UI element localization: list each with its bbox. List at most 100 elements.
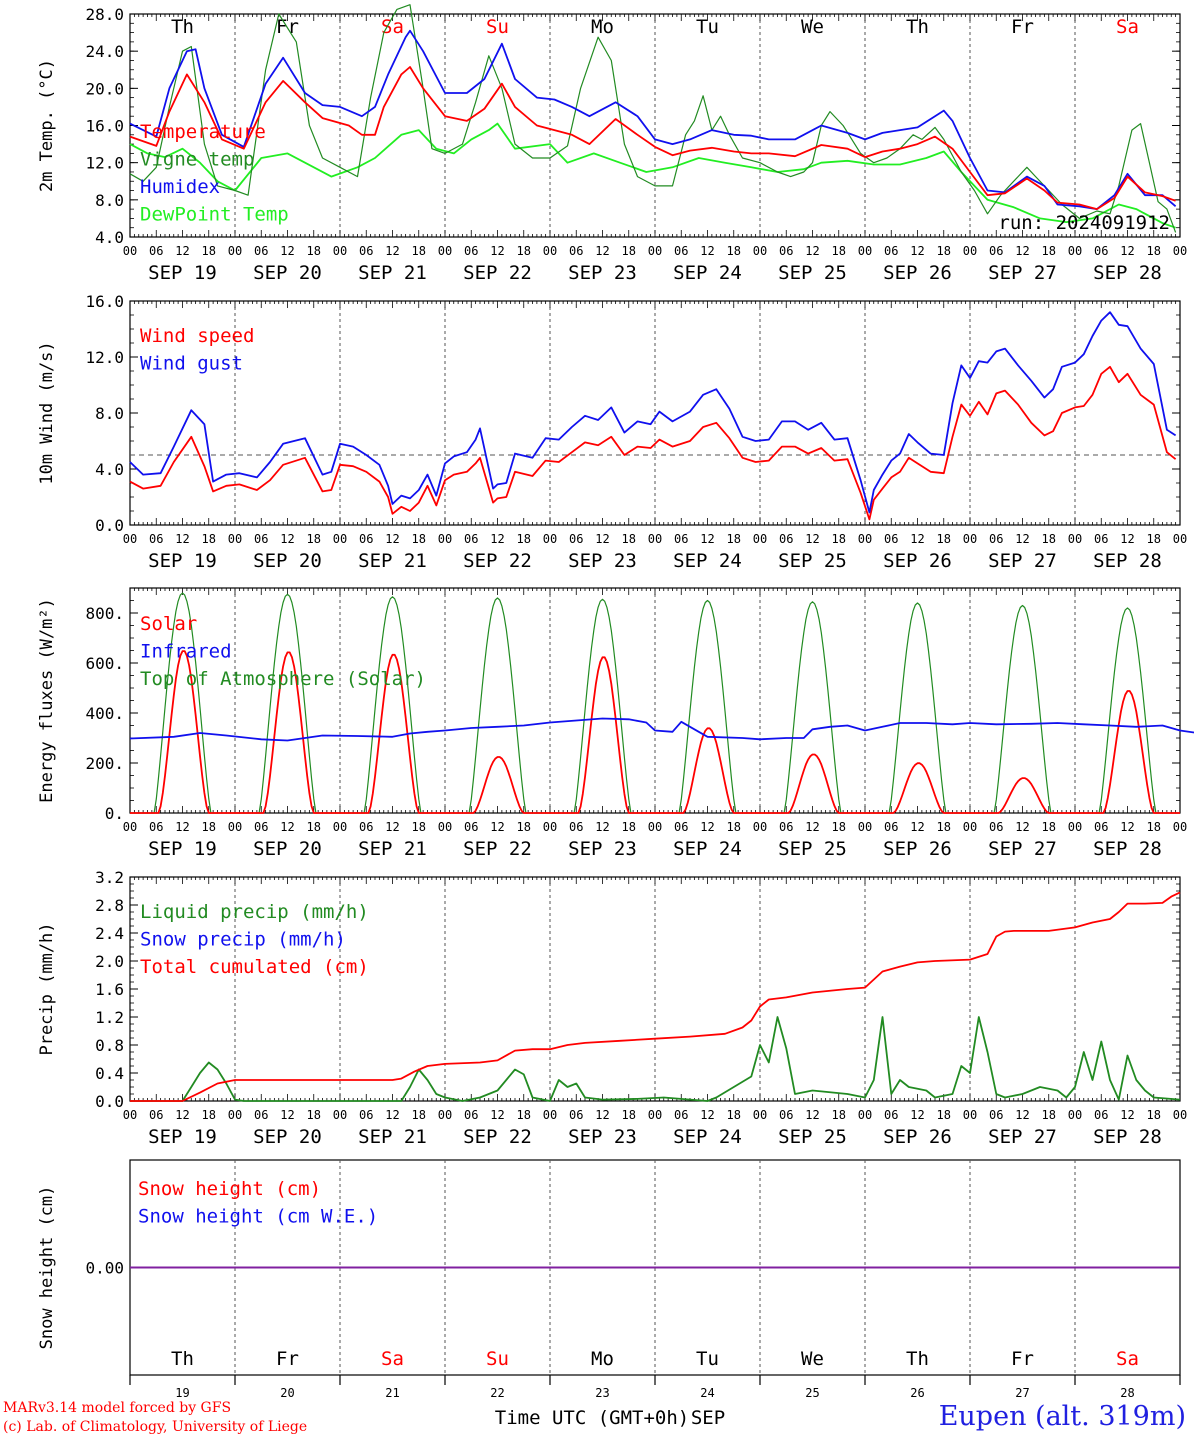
panel-1-date-label: SEP 20 bbox=[253, 262, 322, 284]
panel-4-hour-label: 00 bbox=[438, 1108, 452, 1122]
panel-3-date-label: SEP 24 bbox=[673, 838, 742, 860]
panel-1-hour-label: 00 bbox=[858, 244, 872, 258]
panel-4-hour-label: 12 bbox=[490, 1108, 504, 1122]
panel-2-hour-label: 00 bbox=[858, 532, 872, 546]
panel-3-hour-label: 06 bbox=[359, 820, 373, 834]
panel-3-hour-label: 00 bbox=[753, 820, 767, 834]
panel-2-hour-label: 12 bbox=[805, 532, 819, 546]
bottom-day-number: 24 bbox=[700, 1386, 714, 1400]
panel-5-y-axis-title: Snow height (cm) bbox=[37, 1186, 57, 1350]
panel-1-hour-label: 12 bbox=[595, 244, 609, 258]
panel-4-date-label: SEP 28 bbox=[1093, 1126, 1162, 1148]
panel-1-hour-label: 06 bbox=[149, 244, 163, 258]
bottom-weekday-label: Mo bbox=[591, 1348, 614, 1370]
panel-2-hour-label: 06 bbox=[464, 532, 478, 546]
bottom-weekday-label: Th bbox=[906, 1348, 929, 1370]
panel-4-date-label: SEP 21 bbox=[358, 1126, 427, 1148]
panel-1-hour-label: 12 bbox=[1120, 244, 1134, 258]
panel-2-date-label: SEP 26 bbox=[883, 550, 952, 572]
panel-1-date-label: SEP 19 bbox=[148, 262, 217, 284]
panel-1-y-axis-title: 2m Temp. (°C) bbox=[37, 59, 57, 192]
panel-2-hour-label: 18 bbox=[1042, 532, 1056, 546]
panel-3-hour-label: 18 bbox=[517, 820, 531, 834]
panel-3-date-label: SEP 21 bbox=[358, 838, 427, 860]
panel-4-hour-label: 18 bbox=[202, 1108, 216, 1122]
panel-3-hour-label: 06 bbox=[779, 820, 793, 834]
panel-4-hour-label: 06 bbox=[149, 1108, 163, 1122]
panel-3-hour-label: 12 bbox=[700, 820, 714, 834]
panel-4-hour-label: 06 bbox=[779, 1108, 793, 1122]
panel-4-hour-label: 00 bbox=[858, 1108, 872, 1122]
panel-4-date-label: SEP 20 bbox=[253, 1126, 322, 1148]
panel-1-hour-label: 18 bbox=[307, 244, 321, 258]
panel-4-hour-label: 06 bbox=[989, 1108, 1003, 1122]
panel-1-hour-label: 06 bbox=[359, 244, 373, 258]
panel-3-hour-label: 18 bbox=[412, 820, 426, 834]
panel-1-hour-label: 00 bbox=[1173, 244, 1187, 258]
bottom-day-number: 23 bbox=[595, 1386, 609, 1400]
panel-3-hour-label: 00 bbox=[1173, 820, 1187, 834]
infrared-line bbox=[129, 717, 1194, 742]
panel-3-date-label: SEP 28 bbox=[1093, 838, 1162, 860]
bottom-weekday-label: Sa bbox=[381, 1348, 404, 1370]
panel-3-hour-label: 06 bbox=[149, 820, 163, 834]
panel-2-hour-label: 18 bbox=[832, 532, 846, 546]
panel-2-hour-label: 00 bbox=[123, 532, 137, 546]
panel-2-hour-label: 12 bbox=[595, 532, 609, 546]
panel-3-hour-label: 00 bbox=[648, 820, 662, 834]
panel-1-hour-label: 00 bbox=[963, 244, 977, 258]
panel-1-date-label: SEP 27 bbox=[988, 262, 1057, 284]
panel-2-hour-label: 18 bbox=[1147, 532, 1161, 546]
panel-1-hour-label: 00 bbox=[228, 244, 242, 258]
panel-3-date-label: SEP 26 bbox=[883, 838, 952, 860]
panel-3-hour-label: 00 bbox=[228, 820, 242, 834]
bottom-day-number: 20 bbox=[280, 1386, 294, 1400]
panel-4-hour-label: 00 bbox=[1068, 1108, 1082, 1122]
panel-2-hour-label: 00 bbox=[963, 532, 977, 546]
panel-4-y-tick-label: 2.8 bbox=[95, 896, 124, 915]
panel-3-hour-label: 12 bbox=[805, 820, 819, 834]
panel-3-hour-label: 12 bbox=[1015, 820, 1029, 834]
panel-3-hour-label: 12 bbox=[490, 820, 504, 834]
panel-1-weekday-label: Fr bbox=[1011, 16, 1034, 38]
panel-1-y-tick-label: 16.0 bbox=[85, 117, 124, 136]
legend-dewpoint-temp: DewPoint Temp bbox=[140, 204, 289, 226]
panel-1-hour-label: 06 bbox=[464, 244, 478, 258]
panel-3-hour-label: 12 bbox=[595, 820, 609, 834]
panel-3-hour-label: 18 bbox=[1147, 820, 1161, 834]
panel-4-hour-label: 18 bbox=[832, 1108, 846, 1122]
panel-2-date-label: SEP 27 bbox=[988, 550, 1057, 572]
panel-2-date-label: SEP 22 bbox=[463, 550, 532, 572]
time-axis-month: SEP bbox=[691, 1407, 725, 1429]
vigne-temp-line bbox=[129, 4, 1177, 233]
panel-4-y-tick-label: 2.0 bbox=[95, 952, 124, 971]
run-annotation: run: 2024091912 bbox=[998, 212, 1170, 234]
legend-solar: Solar bbox=[140, 613, 197, 635]
time-axis-title: Time UTC (GMT+0h) bbox=[495, 1407, 689, 1429]
panel-2-hour-label: 06 bbox=[989, 532, 1003, 546]
panel-2-date-label: SEP 21 bbox=[358, 550, 427, 572]
panel-1-weekday-label: Th bbox=[171, 16, 194, 38]
panel-3-hour-label: 00 bbox=[858, 820, 872, 834]
panel-1-hour-label: 18 bbox=[202, 244, 216, 258]
panel-1-hour-label: 18 bbox=[727, 244, 741, 258]
panel-1-y-tick-label: 24.0 bbox=[85, 42, 124, 61]
panel-1-hour-label: 18 bbox=[1147, 244, 1161, 258]
panel-1-date-label: SEP 23 bbox=[568, 262, 637, 284]
panel-2-date-label: SEP 23 bbox=[568, 550, 637, 572]
panel-3-hour-label: 18 bbox=[622, 820, 636, 834]
panel-2-hour-label: 18 bbox=[727, 532, 741, 546]
panel-1-hour-label: 06 bbox=[254, 244, 268, 258]
panel-3-date-label: SEP 22 bbox=[463, 838, 532, 860]
legend-snow-height-cm: Snow height (cm) bbox=[138, 1178, 321, 1200]
panel-2-hour-label: 18 bbox=[307, 532, 321, 546]
panel-3-hour-label: 18 bbox=[832, 820, 846, 834]
panel-1-hour-label: 00 bbox=[648, 244, 662, 258]
panel-4-hour-label: 12 bbox=[280, 1108, 294, 1122]
panel-4-date-label: SEP 26 bbox=[883, 1126, 952, 1148]
panel-4-date-label: SEP 23 bbox=[568, 1126, 637, 1148]
solar-line bbox=[130, 650, 1180, 814]
panel-1-weekday-label: Su bbox=[486, 16, 509, 38]
panel-4-hour-label: 18 bbox=[937, 1108, 951, 1122]
legend-snow-height-cm-w-e: Snow height (cm W.E.) bbox=[138, 1206, 378, 1228]
